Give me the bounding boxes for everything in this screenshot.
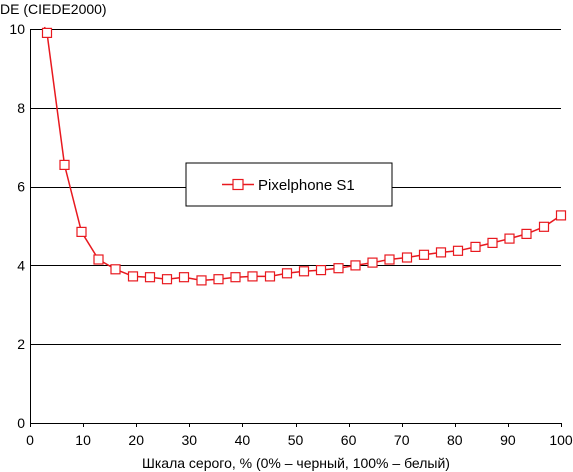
data-point: [281, 268, 293, 279]
y-tick-label-10: 10: [9, 21, 25, 37]
data-point: [452, 245, 464, 256]
y-tick-label-4: 4: [17, 257, 25, 273]
data-point: [538, 221, 550, 232]
data-point: [298, 266, 310, 277]
data-point: [350, 260, 361, 271]
data-point: [59, 159, 70, 170]
x-axis-label: Шкала серого, % (0% – черный, 100% – бел…: [142, 455, 450, 471]
x-tick-label-60: 60: [341, 432, 357, 448]
data-point: [230, 272, 241, 283]
data-point: [384, 254, 395, 265]
x-tick-label-30: 30: [182, 432, 198, 448]
x-tick-label-70: 70: [394, 432, 410, 448]
data-point: [555, 210, 567, 221]
data-point: [76, 226, 87, 237]
data-point: [41, 27, 53, 38]
x-tick-label-20: 20: [128, 432, 144, 448]
y-tick-label-0: 0: [17, 415, 25, 431]
data-point: [487, 237, 498, 248]
x-tick-label-0: 0: [26, 432, 34, 448]
data-point: [247, 271, 258, 282]
legend: Pixelphone S1: [185, 162, 393, 207]
data-point: [521, 228, 532, 239]
series-layer: [41, 26, 567, 286]
data-point: [504, 233, 515, 244]
data-point: [264, 271, 276, 282]
legend-label-pixelphone-s1: Pixelphone S1: [258, 177, 355, 194]
x-tick-label-90: 90: [500, 432, 516, 448]
data-point: [93, 254, 104, 265]
data-point: [161, 274, 173, 285]
data-point: [333, 263, 344, 274]
axes: [30, 29, 561, 424]
data-point: [435, 247, 447, 258]
x-tick-label-40: 40: [235, 432, 251, 448]
y-tick-label-2: 2: [17, 336, 25, 352]
data-point: [127, 271, 139, 282]
x-tick-label-80: 80: [447, 432, 463, 448]
legend-box: [185, 162, 393, 207]
legend-marker-square: [232, 178, 244, 191]
data-point: [367, 257, 378, 268]
x-tick-label-10: 10: [75, 432, 91, 448]
x-tick-label-50: 50: [288, 432, 304, 448]
y-axis-label: DE (CIEDE2000): [0, 1, 107, 17]
data-point: [196, 275, 207, 286]
x-tick-label-100: 100: [549, 432, 573, 448]
data-point: [418, 249, 430, 260]
series-line-0: [46, 32, 562, 282]
data-point: [144, 272, 156, 283]
y-tick-label-6: 6: [17, 179, 25, 195]
data-point: [315, 265, 327, 276]
data-point: [213, 274, 224, 285]
data-point: [178, 272, 190, 283]
y-tick-label-8: 8: [17, 100, 25, 116]
data-point: [470, 241, 481, 252]
data-point: [401, 252, 413, 263]
data-point: [110, 264, 121, 275]
